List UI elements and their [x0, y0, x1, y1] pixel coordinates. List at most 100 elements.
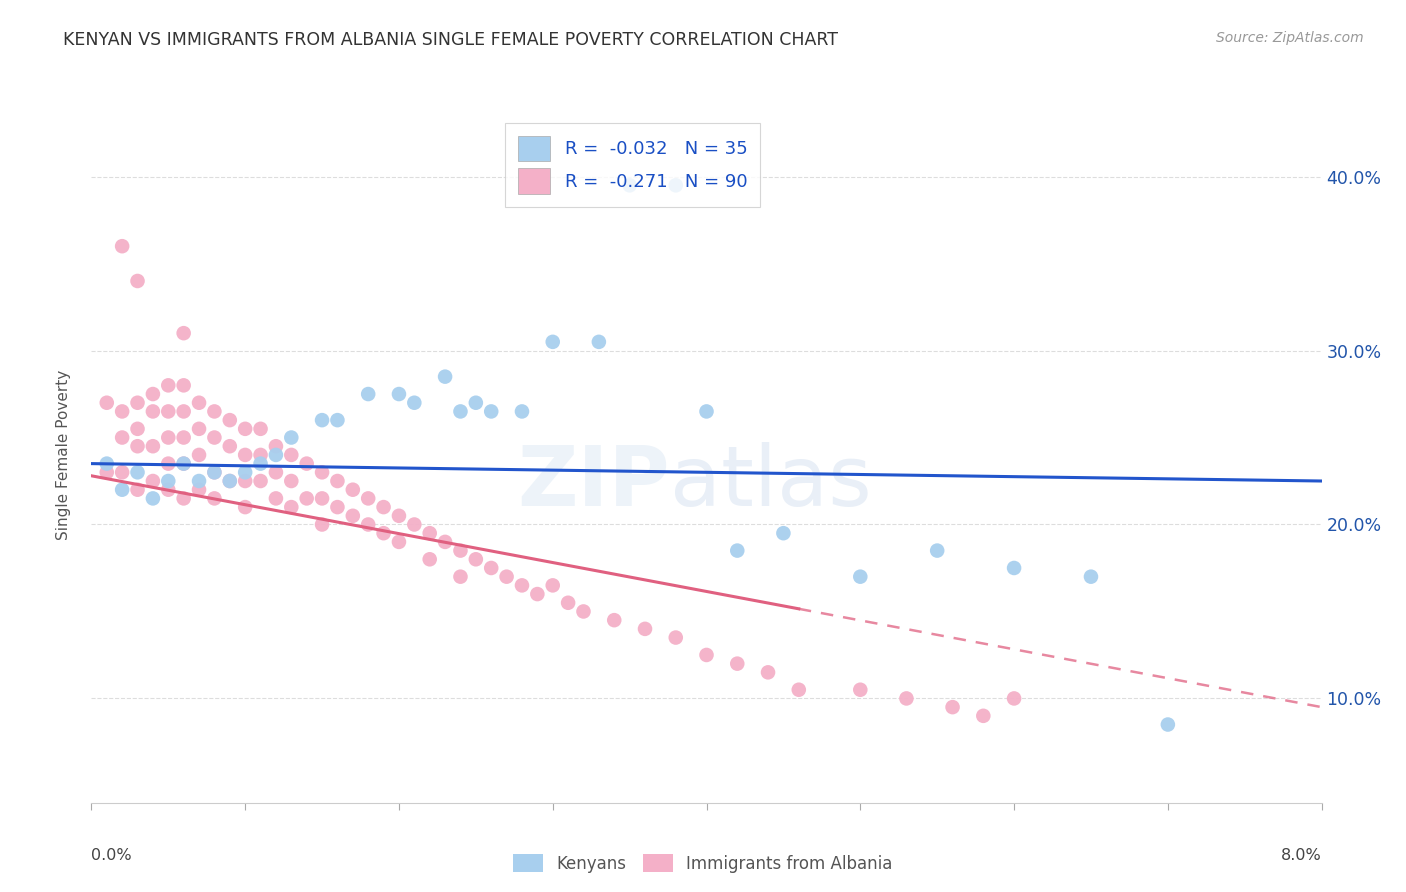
Point	[526, 587, 548, 601]
Point	[264, 491, 287, 506]
Point	[464, 552, 486, 566]
Point	[173, 491, 195, 506]
Point	[1002, 561, 1025, 575]
Point	[357, 517, 380, 532]
Point	[111, 483, 134, 497]
Point	[127, 466, 149, 480]
Point	[342, 508, 364, 523]
Point	[218, 474, 240, 488]
Point	[849, 682, 872, 697]
Point	[896, 691, 918, 706]
Point	[464, 395, 486, 409]
Point	[634, 622, 657, 636]
Point	[510, 404, 533, 418]
Point	[326, 474, 349, 488]
Point	[202, 430, 225, 444]
Point	[142, 491, 165, 506]
Point	[695, 648, 717, 662]
Point	[264, 466, 287, 480]
Text: ZIP: ZIP	[517, 442, 669, 524]
Point	[157, 430, 180, 444]
Point	[510, 578, 533, 592]
Point	[233, 474, 256, 488]
Point	[249, 422, 271, 436]
Point	[202, 466, 225, 480]
Point	[388, 534, 411, 549]
Point	[357, 491, 380, 506]
Point	[941, 700, 963, 714]
Text: Source: ZipAtlas.com: Source: ZipAtlas.com	[1216, 31, 1364, 45]
Point	[449, 404, 471, 418]
Point	[695, 404, 717, 418]
Point	[127, 439, 149, 453]
Point	[96, 457, 118, 471]
Point	[311, 413, 333, 427]
Point	[157, 404, 180, 418]
Point	[772, 526, 794, 541]
Point	[249, 474, 271, 488]
Point	[479, 404, 502, 418]
Point	[725, 543, 748, 558]
Point	[202, 466, 225, 480]
Point	[280, 500, 302, 514]
Point	[311, 491, 333, 506]
Point	[127, 483, 149, 497]
Point	[188, 448, 211, 462]
Point	[434, 369, 457, 384]
Point	[280, 448, 302, 462]
Point	[218, 439, 240, 453]
Point	[619, 178, 641, 193]
Point	[388, 387, 411, 401]
Point	[249, 457, 271, 471]
Point	[111, 404, 134, 418]
Point	[326, 413, 349, 427]
Point	[157, 457, 180, 471]
Point	[142, 474, 165, 488]
Point	[188, 483, 211, 497]
Point	[96, 466, 118, 480]
Point	[127, 422, 149, 436]
Point	[572, 605, 595, 619]
Point	[233, 500, 256, 514]
Point	[188, 395, 211, 409]
Point	[495, 570, 517, 584]
Point	[96, 395, 118, 409]
Point	[295, 457, 318, 471]
Point	[541, 334, 564, 349]
Point	[1080, 570, 1102, 584]
Legend: Kenyans, Immigrants from Albania: Kenyans, Immigrants from Albania	[506, 847, 900, 880]
Point	[111, 466, 134, 480]
Point	[927, 543, 949, 558]
Point	[157, 483, 180, 497]
Point	[127, 395, 149, 409]
Point	[603, 613, 626, 627]
Point	[111, 239, 134, 253]
Point	[541, 578, 564, 592]
Point	[373, 526, 395, 541]
Point	[388, 508, 411, 523]
Point	[127, 274, 149, 288]
Point	[404, 517, 426, 532]
Point	[972, 708, 994, 723]
Point	[479, 561, 502, 575]
Text: 0.0%: 0.0%	[91, 848, 132, 863]
Point	[142, 387, 165, 401]
Point	[157, 378, 180, 392]
Point	[357, 387, 380, 401]
Point	[264, 448, 287, 462]
Point	[725, 657, 748, 671]
Point	[404, 395, 426, 409]
Point	[665, 178, 688, 193]
Point	[295, 491, 318, 506]
Point	[449, 570, 471, 584]
Point	[449, 543, 471, 558]
Point	[142, 439, 165, 453]
Point	[1002, 691, 1025, 706]
Point	[173, 457, 195, 471]
Point	[188, 422, 211, 436]
Point	[557, 596, 579, 610]
Point	[218, 474, 240, 488]
Point	[173, 457, 195, 471]
Point	[233, 466, 256, 480]
Point	[373, 500, 395, 514]
